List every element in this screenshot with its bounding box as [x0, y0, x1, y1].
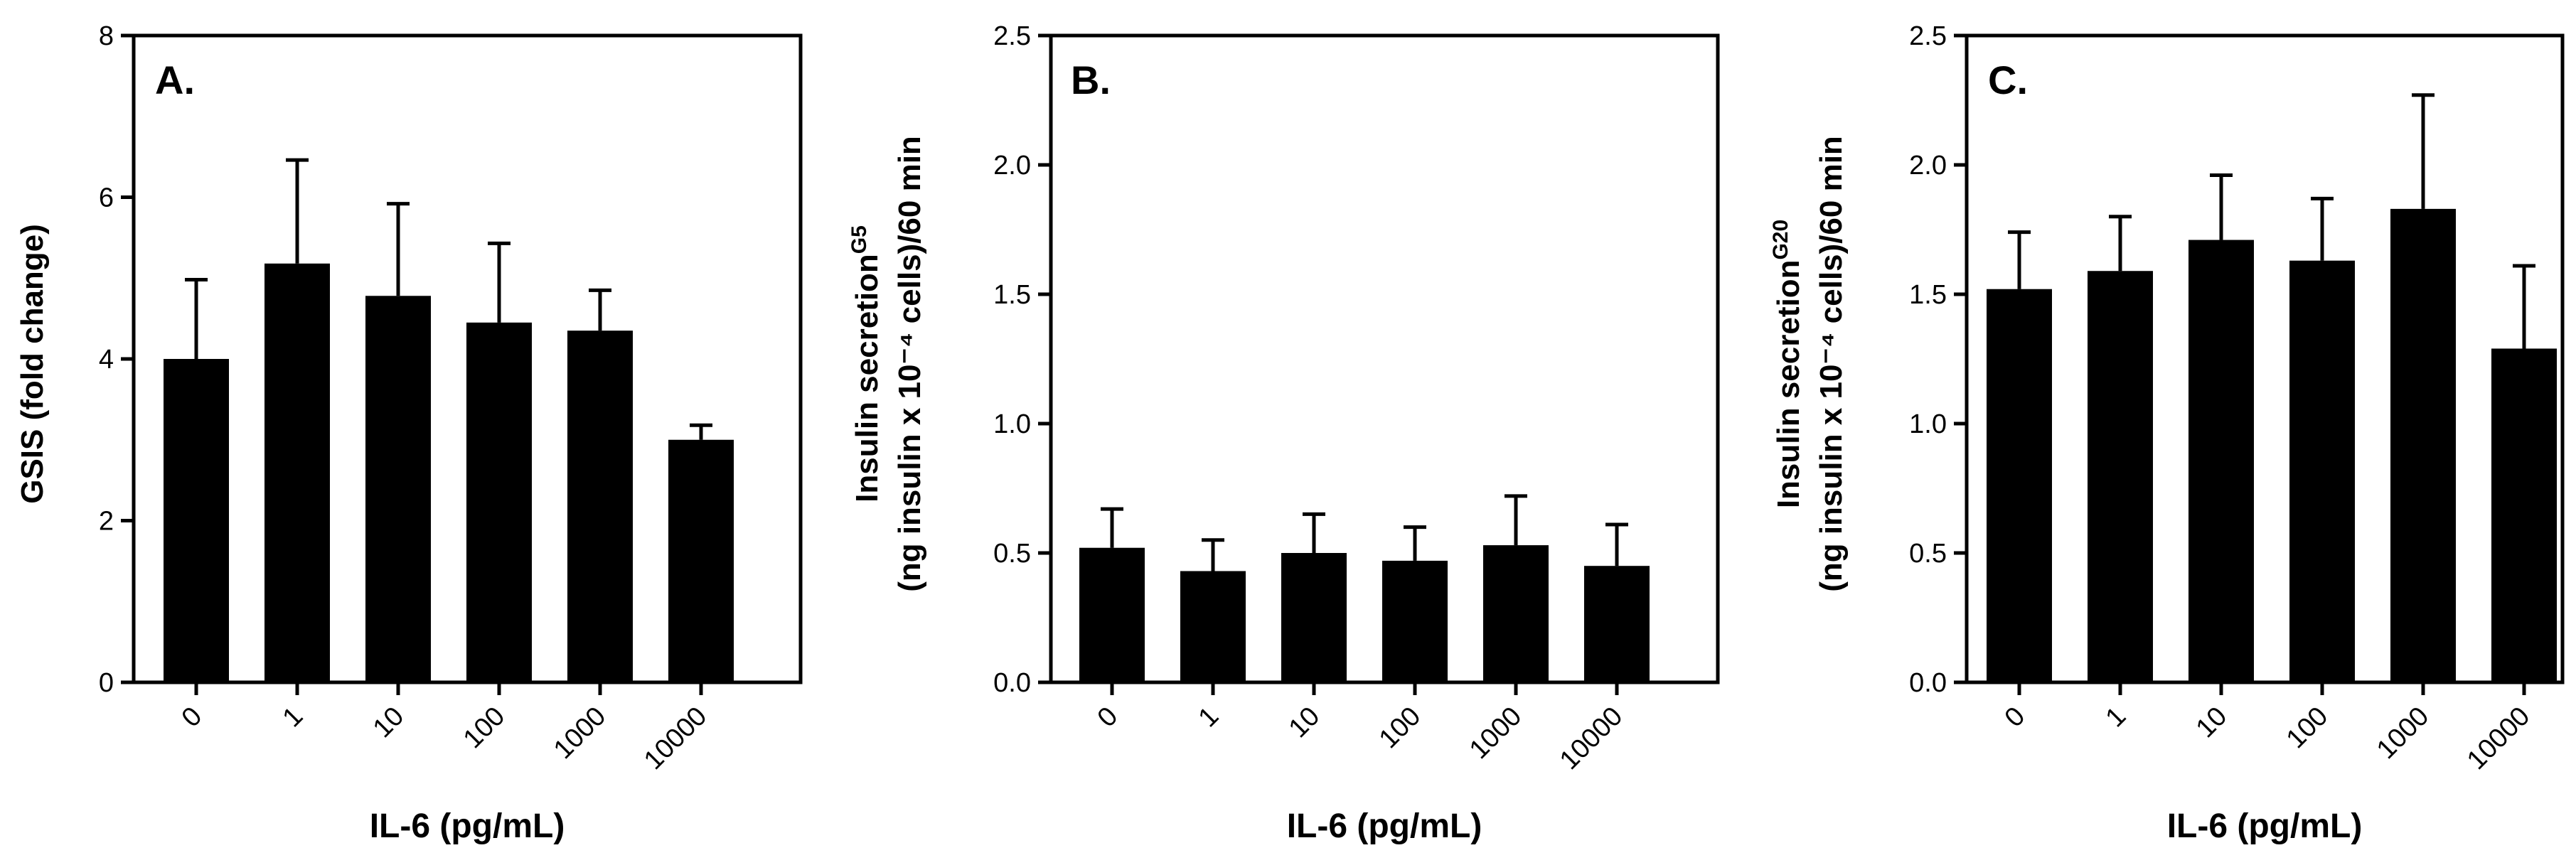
x-tick-label: 100 [1374, 702, 1427, 755]
bar [2491, 348, 2557, 682]
bar [1584, 566, 1650, 682]
y-tick-label: 0.5 [993, 539, 1031, 569]
y-tick-label: 4 [99, 345, 114, 375]
y-tick-label: 8 [99, 21, 114, 51]
bar [365, 296, 431, 682]
bar [2188, 240, 2254, 682]
y-tick-label: 6 [99, 183, 114, 213]
bar [1987, 289, 2052, 683]
y-tick-label: 2.0 [993, 151, 1031, 181]
panel-c-ylabel-superscript: G20 [1769, 220, 1792, 260]
panel-b-ylabel-main: Insulin secretion [850, 254, 885, 503]
x-tick-label: 1000 [2371, 702, 2435, 765]
y-tick-label: 2.5 [1909, 21, 1947, 51]
y-tick-label: 1.5 [993, 280, 1031, 310]
panel-c-xlabel: IL-6 (pg/mL) [2167, 807, 2363, 845]
bar [164, 359, 229, 682]
y-tick-label: 2 [99, 507, 114, 537]
x-tick-label: 0 [176, 702, 208, 734]
bar [668, 439, 734, 682]
panel-a-errorbars [185, 158, 712, 440]
y-tick-label: 0.0 [1909, 668, 1947, 698]
bar [1483, 545, 1549, 682]
panel-c-xticks: 0 1 10 100 1000 10000 [1999, 682, 2535, 775]
y-tick-label: 1.0 [1909, 409, 1947, 439]
x-tick-label: 1000 [1464, 702, 1527, 765]
panel-b: Insulin secretionG5 (ng insulin x 10⁻⁴ c… [848, 21, 1720, 845]
bar [1079, 547, 1145, 682]
panel-b-bars [1079, 545, 1650, 682]
y-tick-label: 2.0 [1909, 151, 1947, 181]
panel-c-ylabel-main: Insulin secretion [1771, 260, 1806, 509]
panel-c-plot-frame [1965, 33, 2565, 684]
panel-a-ylabel: GSIS (fold change) [15, 224, 50, 504]
panel-c: Insulin secretionG20 (ng insulin x 10⁻⁴ … [1769, 21, 2565, 845]
panel-a-bars [164, 263, 734, 682]
x-tick-label: 100 [458, 702, 511, 755]
x-tick-label: 10 [2191, 702, 2233, 744]
bar [2088, 271, 2153, 682]
bar [567, 331, 633, 682]
panel-b-errorbars [1101, 494, 1628, 571]
panel-c-ylabel-line1: Insulin secretionG20 [1769, 220, 1806, 508]
x-tick-label: 0 [1999, 702, 2031, 734]
bar [1281, 553, 1347, 682]
panel-c-bars [1987, 208, 2557, 683]
y-tick-label: 0.5 [1909, 539, 1947, 569]
panel-c-letter: C. [1988, 58, 2028, 102]
bar [1382, 560, 1448, 682]
x-tick-label: 1 [277, 702, 309, 734]
panel-b-ylabel-superscript: G5 [848, 225, 871, 254]
y-tick-label: 0 [99, 668, 114, 698]
panel-a-letter: A. [155, 58, 195, 102]
bar [2289, 260, 2355, 682]
panel-a-yticks: 0 2 4 6 8 [99, 21, 134, 698]
y-tick-label: 0.0 [993, 668, 1031, 698]
x-tick-label: 10000 [638, 702, 712, 775]
x-tick-label: 10 [368, 702, 410, 744]
x-tick-label: 1 [1193, 702, 1225, 734]
bar [264, 263, 330, 682]
bar [1180, 571, 1246, 682]
panel-c-yticks: 0.0 0.5 1.0 1.5 2.0 2.5 [1909, 21, 1967, 698]
x-tick-label: 10 [1283, 702, 1326, 744]
panel-b-ylabel-line1: Insulin secretionG5 [848, 225, 885, 503]
panel-a: GSIS (fold change) A. 0 2 4 6 8 0 1 10 100 1000 1… [15, 21, 803, 845]
x-tick-label: 100 [2281, 702, 2334, 755]
panel-b-letter: B. [1071, 58, 1111, 102]
x-tick-label: 1000 [548, 702, 611, 765]
panel-b-xlabel: IL-6 (pg/mL) [1287, 807, 1482, 845]
x-tick-label: 10000 [2462, 702, 2535, 775]
bar [2390, 208, 2456, 682]
y-tick-label: 1.5 [1909, 280, 1947, 310]
x-tick-label: 0 [1092, 702, 1124, 734]
panel-b-yticks: 0.0 0.5 1.0 1.5 2.0 2.5 [993, 21, 1051, 698]
bar [466, 322, 532, 682]
panel-c-errorbars [2008, 93, 2535, 349]
y-tick-label: 2.5 [993, 21, 1031, 51]
panel-a-xticks: 0 1 10 100 1000 10000 [176, 682, 712, 775]
x-tick-label: 10000 [1554, 702, 1628, 775]
panel-b-ylabel-line2: (ng insulin x 10⁻⁴ cells)/60 min [892, 136, 927, 592]
panel-b-xticks: 0 1 10 100 1000 10000 [1092, 682, 1628, 775]
panel-c-ylabel-line2: (ng insulin x 10⁻⁴ cells)/60 min [1814, 136, 1849, 592]
panel-a-xlabel: IL-6 (pg/mL) [370, 807, 565, 845]
y-tick-label: 1.0 [993, 409, 1031, 439]
x-tick-label: 1 [2100, 702, 2132, 734]
